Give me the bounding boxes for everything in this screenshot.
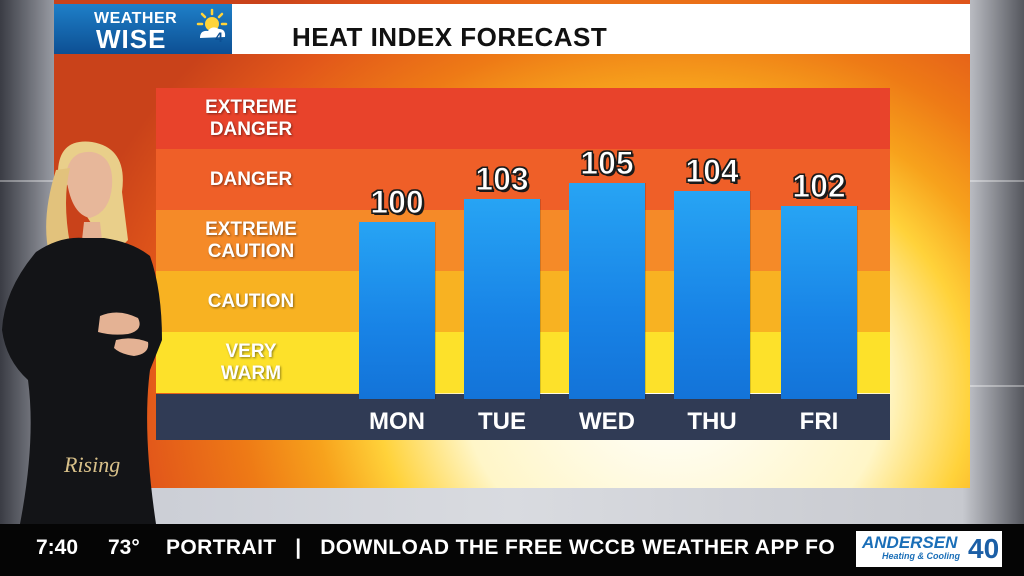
day-axis-bar [156, 394, 890, 440]
heat-band-label: CAUTION [207, 291, 295, 312]
forecast-value-label: 104 [685, 152, 739, 189]
logo-line-1: WEATHER [94, 10, 178, 27]
heat-band-label: EXTREME DANGER [205, 97, 297, 140]
sponsor-subtitle: Heating & Cooling [882, 551, 960, 561]
news-ticker: 7:40 73° PORTRAIT | DOWNLOAD THE FREE WC… [0, 524, 1024, 576]
show-logo: Rising [64, 452, 121, 477]
day-label: MON [369, 408, 425, 435]
forecast-bar [569, 183, 645, 399]
anniversary-number: 40 [968, 533, 1000, 564]
heat-band-label: DANGER [209, 169, 293, 190]
sun-cloud-4-icon: 4 [196, 8, 228, 45]
sponsor-logo: ANDERSEN Heating & Cooling 40 [856, 531, 1002, 567]
forecast-value-label: 102 [792, 168, 846, 205]
ticker-message: PORTRAIT | DOWNLOAD THE FREE WCCB WEATHE… [166, 536, 836, 559]
heat-index-chart: EXTREME DANGER DANGER EXTREME CAUTION CAUTION… [156, 88, 890, 440]
page-title: HEAT INDEX FORECAST [292, 22, 608, 52]
heat-band-label: EXTREME CAUTION [205, 219, 297, 262]
logo-line-2: WISE [96, 24, 167, 54]
forecast-bar [781, 206, 857, 399]
wall-panel-line [0, 180, 54, 182]
heat-band [156, 88, 890, 149]
forecast-bar [464, 198, 540, 399]
sponsor-name: ANDERSEN [862, 533, 958, 552]
anniversary-badge [966, 532, 1000, 566]
forecast-value-label: 100 [370, 184, 424, 221]
forecast-value-label: 105 [580, 145, 634, 182]
day-label: WED [579, 408, 635, 435]
presenter-figure [2, 141, 162, 524]
forecast-value-label: 103 [475, 160, 529, 197]
day-label: FRI [799, 408, 839, 435]
ticker-time: 7:40 [36, 536, 79, 559]
heat-band-label: VERY WARM [220, 341, 282, 384]
day-label: TUE [478, 408, 526, 435]
forecast-bar [359, 222, 435, 399]
ticker-temperature: 73° [108, 536, 140, 559]
svg-text:4: 4 [215, 29, 223, 45]
wall-panel-line [970, 180, 1024, 182]
day-label: THU [687, 408, 737, 435]
wall-panel-line [970, 385, 1024, 387]
weather-wise-logo: WEATHER WISE 4 [54, 4, 232, 54]
forecast-bar [674, 190, 750, 399]
